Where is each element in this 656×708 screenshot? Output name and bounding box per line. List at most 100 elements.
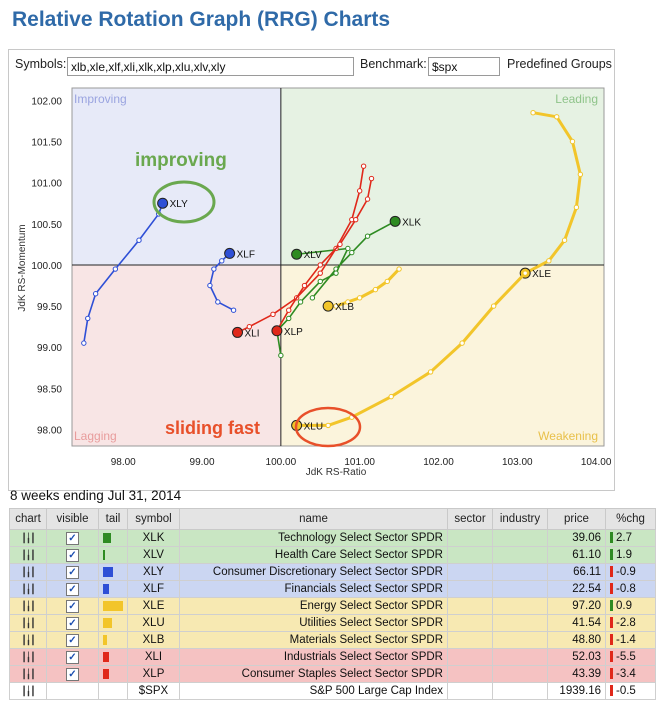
symbols-input[interactable]: xlb,xle,xlf,xli,xlk,xlp,xlu,xlv,xly (67, 57, 354, 76)
chart-cell[interactable]: ┃╽┃ (9, 580, 47, 598)
industry-cell (492, 614, 548, 632)
pct-change-value: -0.8 (616, 583, 636, 595)
chart-bars-icon[interactable]: ┃╽┃ (21, 669, 35, 679)
chart-bars-icon[interactable]: ┃╽┃ (21, 550, 35, 560)
visible-cell[interactable] (46, 682, 99, 700)
tail-point-xlv (278, 352, 284, 359)
chart-cell[interactable]: ┃╽┃ (9, 546, 47, 564)
visible-checkbox[interactable]: ✓ (66, 548, 79, 562)
chart-cell[interactable]: ┃╽┃ (9, 648, 47, 666)
chart-cell[interactable]: ┃╽┃ (9, 529, 47, 547)
visible-cell[interactable]: ✓ (46, 648, 99, 666)
column-header-visible[interactable]: visible (46, 508, 99, 530)
visible-cell[interactable]: ✓ (46, 665, 99, 683)
chart-bars-icon[interactable]: ┃╽┃ (21, 584, 35, 594)
chart-bars-icon[interactable]: ┃╽┃ (21, 618, 35, 628)
y-axis-title: JdK RS-Momentum (17, 224, 28, 311)
tail-point-xlf (211, 266, 217, 272)
change-direction-bar (610, 634, 613, 646)
quadrant-lagging (72, 264, 281, 446)
pct-change-cell: -2.8 (605, 614, 656, 632)
tail-point-xlu (388, 393, 394, 400)
chart-cell[interactable]: ┃╽┃ (9, 682, 47, 700)
table-row: ┃╽┃ ✓ XLV Health Care Select Sector SPDR 61.… (9, 546, 656, 564)
head-point-xlf (224, 247, 236, 259)
column-header-tail[interactable]: tail (98, 508, 128, 530)
pct-change-cell: -3.4 (605, 665, 656, 683)
visible-cell[interactable]: ✓ (46, 614, 99, 632)
visible-checkbox[interactable]: ✓ (66, 616, 79, 630)
table-row: ┃╽┃ ✓ XLP Consumer Staples Select Sector SP… (9, 665, 656, 683)
visible-cell[interactable]: ✓ (46, 563, 99, 581)
chart-cell[interactable]: ┃╽┃ (9, 597, 47, 615)
chart-panel (8, 49, 615, 491)
visible-checkbox[interactable]: ✓ (66, 531, 79, 545)
column-header-sector[interactable]: sector (447, 508, 493, 530)
tail-point-xlp (364, 196, 371, 202)
visible-checkbox[interactable]: ✓ (66, 582, 79, 596)
column-header-name[interactable]: name (179, 508, 448, 530)
price-cell: 66.11 (547, 563, 606, 581)
series-label-xlp: XLP (284, 327, 303, 338)
chart-cell[interactable]: ┃╽┃ (9, 563, 47, 581)
series-label-xlv: XLV (304, 250, 322, 261)
table-row: ┃╽┃ ✓ XLK Technology Select Sector SPDR 39.0… (9, 529, 656, 547)
tail-point-xle (573, 204, 580, 211)
sector-cell (447, 665, 493, 683)
x-tick-label: 99.00 (190, 457, 215, 468)
visible-checkbox[interactable]: ✓ (66, 599, 79, 613)
symbol-cell: XLK (127, 529, 180, 547)
tail-point-xlk (309, 295, 316, 301)
chart-bars-icon[interactable]: ┃╽┃ (21, 686, 35, 696)
improving-highlight-circle (152, 180, 216, 224)
tail-point-xlk (349, 249, 355, 256)
quadrant-label-lagging: Lagging (74, 429, 117, 443)
benchmark-input[interactable]: $spx (428, 57, 500, 76)
sector-cell (447, 631, 493, 649)
visible-cell[interactable]: ✓ (46, 529, 99, 547)
chart-cell[interactable]: ┃╽┃ (9, 614, 47, 632)
name-cell: Energy Select Sector SPDR (179, 597, 448, 615)
x-tick-label: 101.00 (344, 457, 375, 468)
pct-change-cell: -1.4 (605, 631, 656, 649)
chart-cell[interactable]: ┃╽┃ (9, 631, 47, 649)
chart-bars-icon[interactable]: ┃╽┃ (21, 533, 35, 543)
chart-bars-icon[interactable]: ┃╽┃ (21, 635, 35, 645)
pct-change-cell: -0.9 (605, 563, 656, 581)
chart-bars-icon[interactable]: ┃╽┃ (21, 652, 35, 662)
sector-cell (447, 580, 493, 598)
tail-length-bar (103, 617, 112, 628)
column-header-industry[interactable]: industry (492, 508, 548, 530)
tail-point-xlb (384, 278, 390, 285)
rrg-chart: XLK XLV XLY XLF XLE XLU XLB XLI XLP 98.00 99.00 10… (17, 87, 612, 478)
column-header-price[interactable]: price (547, 508, 606, 530)
visible-cell[interactable]: ✓ (46, 546, 99, 564)
y-tick-label: 99.50 (37, 302, 62, 313)
pct-change-value: -2.8 (616, 617, 636, 629)
column-header-symbol[interactable]: symbol (127, 508, 180, 530)
quadrant-label-weakening: Weakening (538, 429, 598, 443)
visible-cell[interactable]: ✓ (46, 580, 99, 598)
visible-checkbox[interactable]: ✓ (66, 667, 79, 681)
visible-checkbox[interactable]: ✓ (66, 650, 79, 664)
tail-point-xly (136, 237, 142, 243)
predefined-groups-dropdown[interactable]: Predefined Groups (507, 57, 612, 71)
tail-point-xlu (325, 422, 331, 429)
visible-checkbox[interactable]: ✓ (66, 565, 79, 579)
symbol-cell: XLP (127, 665, 180, 683)
table-row: ┃╽┃ ✓ XLY Consumer Discretionary Select Sec… (9, 563, 656, 581)
pct-change-value: 2.7 (616, 532, 632, 544)
table-row: ┃╽┃ ✓ XLF Financials Select Sector SPDR 22.5… (9, 580, 656, 598)
column-header-chart[interactable]: chart (9, 508, 47, 530)
column-header-pctchg[interactable]: %chg (605, 508, 656, 530)
chart-cell[interactable]: ┃╽┃ (9, 665, 47, 683)
chart-bars-icon[interactable]: ┃╽┃ (21, 567, 35, 577)
visible-checkbox[interactable]: ✓ (66, 633, 79, 647)
change-direction-bar (610, 651, 613, 663)
tail-length-bar (103, 549, 105, 560)
x-tick-label: 103.00 (502, 457, 533, 468)
chart-bars-icon[interactable]: ┃╽┃ (21, 601, 35, 611)
industry-cell (492, 529, 548, 547)
visible-cell[interactable]: ✓ (46, 597, 99, 615)
visible-cell[interactable]: ✓ (46, 631, 99, 649)
